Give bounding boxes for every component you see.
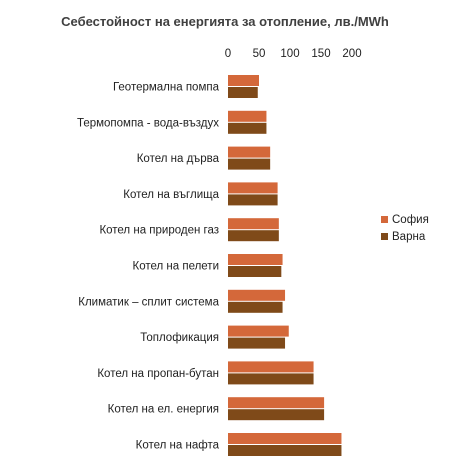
category-label: Геотермална помпа: [113, 82, 220, 94]
legend-label: София: [392, 214, 429, 226]
legend-swatch: [381, 233, 388, 240]
bar-varna: [228, 337, 286, 349]
category-label: Котел на дърва: [137, 153, 220, 165]
bar-sofia: [228, 218, 279, 230]
bar-sofia: [228, 433, 342, 444]
bar-sofia: [228, 110, 267, 122]
category-label: Котел на пелети: [133, 261, 220, 273]
category-label: Котел на нафта: [136, 440, 220, 452]
bar-varna: [228, 373, 314, 385]
legend-label: Варна: [392, 231, 426, 243]
category-label: Климатик – сплит система: [78, 296, 219, 308]
category-label: Котел на въглища: [123, 189, 219, 201]
bar-sofia: [228, 397, 325, 409]
category-label: Термопомпа - вода-въздух: [77, 117, 219, 129]
bar-sofia: [228, 325, 289, 337]
bar-varna: [228, 266, 282, 277]
bar-sofia: [228, 146, 271, 158]
bar-varna: [228, 230, 279, 242]
category-label: Котел на пропан-бутан: [97, 368, 219, 380]
bar-sofia: [228, 75, 259, 86]
bar-sofia: [228, 361, 314, 373]
legend-swatch: [381, 216, 388, 223]
chart-title: Себестойност на енергията за отопление, …: [61, 14, 389, 29]
bar-sofia: [228, 182, 278, 194]
category-axis: Геотермална помпа Термопомпа - вода-възду…: [77, 82, 220, 452]
bar-varna: [228, 194, 278, 206]
x-tick-label: 50: [253, 48, 266, 60]
bar-sofia: [228, 289, 286, 301]
x-tick-label: 150: [311, 48, 330, 60]
x-tick-label: 100: [280, 48, 299, 60]
x-axis: 0 50 100 150 200: [225, 48, 362, 60]
x-tick-label: 0: [225, 48, 231, 60]
category-label: Котел на ел. енергия: [108, 404, 219, 416]
bar-varna: [228, 87, 258, 98]
bar-varna: [228, 445, 342, 456]
bar-sofia: [228, 254, 283, 265]
category-label: Котел на природен газ: [99, 225, 219, 237]
legend: София Варна: [381, 214, 429, 243]
bar-varna: [228, 409, 325, 421]
x-tick-label: 200: [342, 48, 361, 60]
bars: [228, 75, 342, 456]
bar-varna: [228, 158, 271, 170]
bar-varna: [228, 122, 267, 134]
category-label: Топлофикация: [140, 332, 219, 344]
bar-varna: [228, 301, 283, 313]
